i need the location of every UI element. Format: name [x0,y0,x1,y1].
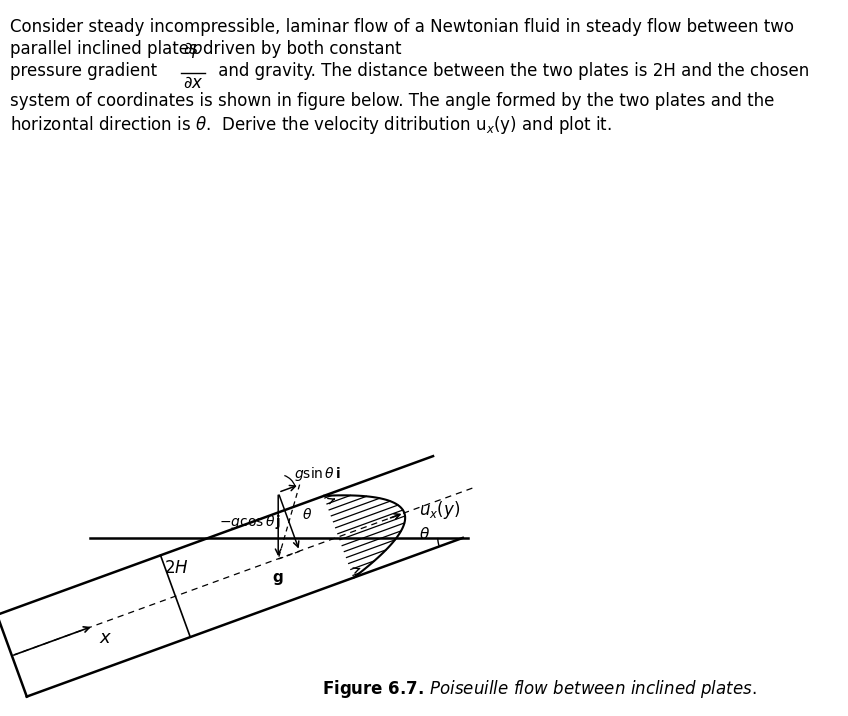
Text: pressure gradient: pressure gradient [10,62,157,80]
Text: $\it{\ Poiseuille\ flow\ between\ inclined\ plates.}$: $\it{\ Poiseuille\ flow\ between\ inclin… [424,678,756,700]
Text: $-g\cos\theta\,\mathbf{j}$: $-g\cos\theta\,\mathbf{j}$ [219,513,281,531]
Text: $\theta$: $\theta$ [419,526,430,542]
Text: and gravity. The distance between the two plates is 2H and the chosen: and gravity. The distance between the tw… [213,62,809,80]
Text: $\mathbf{g}$: $\mathbf{g}$ [272,571,284,587]
Text: horizontal direction is $\theta$.  Derive the velocity ditribution u$_x$(y) and : horizontal direction is $\theta$. Derive… [10,114,612,136]
Text: $\partial p$: $\partial p$ [183,40,204,60]
Text: $\theta$: $\theta$ [302,507,312,522]
Text: $\partial x$: $\partial x$ [182,75,204,92]
Text: $u_x\left(y\right)$: $u_x\left(y\right)$ [419,499,460,521]
Text: $g\sin\theta\,\mathbf{i}$: $g\sin\theta\,\mathbf{i}$ [294,465,341,483]
Text: parallel inclined plates driven by both constant: parallel inclined plates driven by both … [10,40,401,58]
Text: system of coordinates is shown in figure below. The angle formed by the two plat: system of coordinates is shown in figure… [10,92,774,110]
Text: $x$: $x$ [98,629,112,647]
Text: Consider steady incompressible, laminar flow of a Newtonian fluid in steady flow: Consider steady incompressible, laminar … [10,18,794,36]
Text: $\bf{Figure\ 6.7.}$: $\bf{Figure\ 6.7.}$ [322,678,424,700]
Text: $2H$: $2H$ [164,561,188,577]
